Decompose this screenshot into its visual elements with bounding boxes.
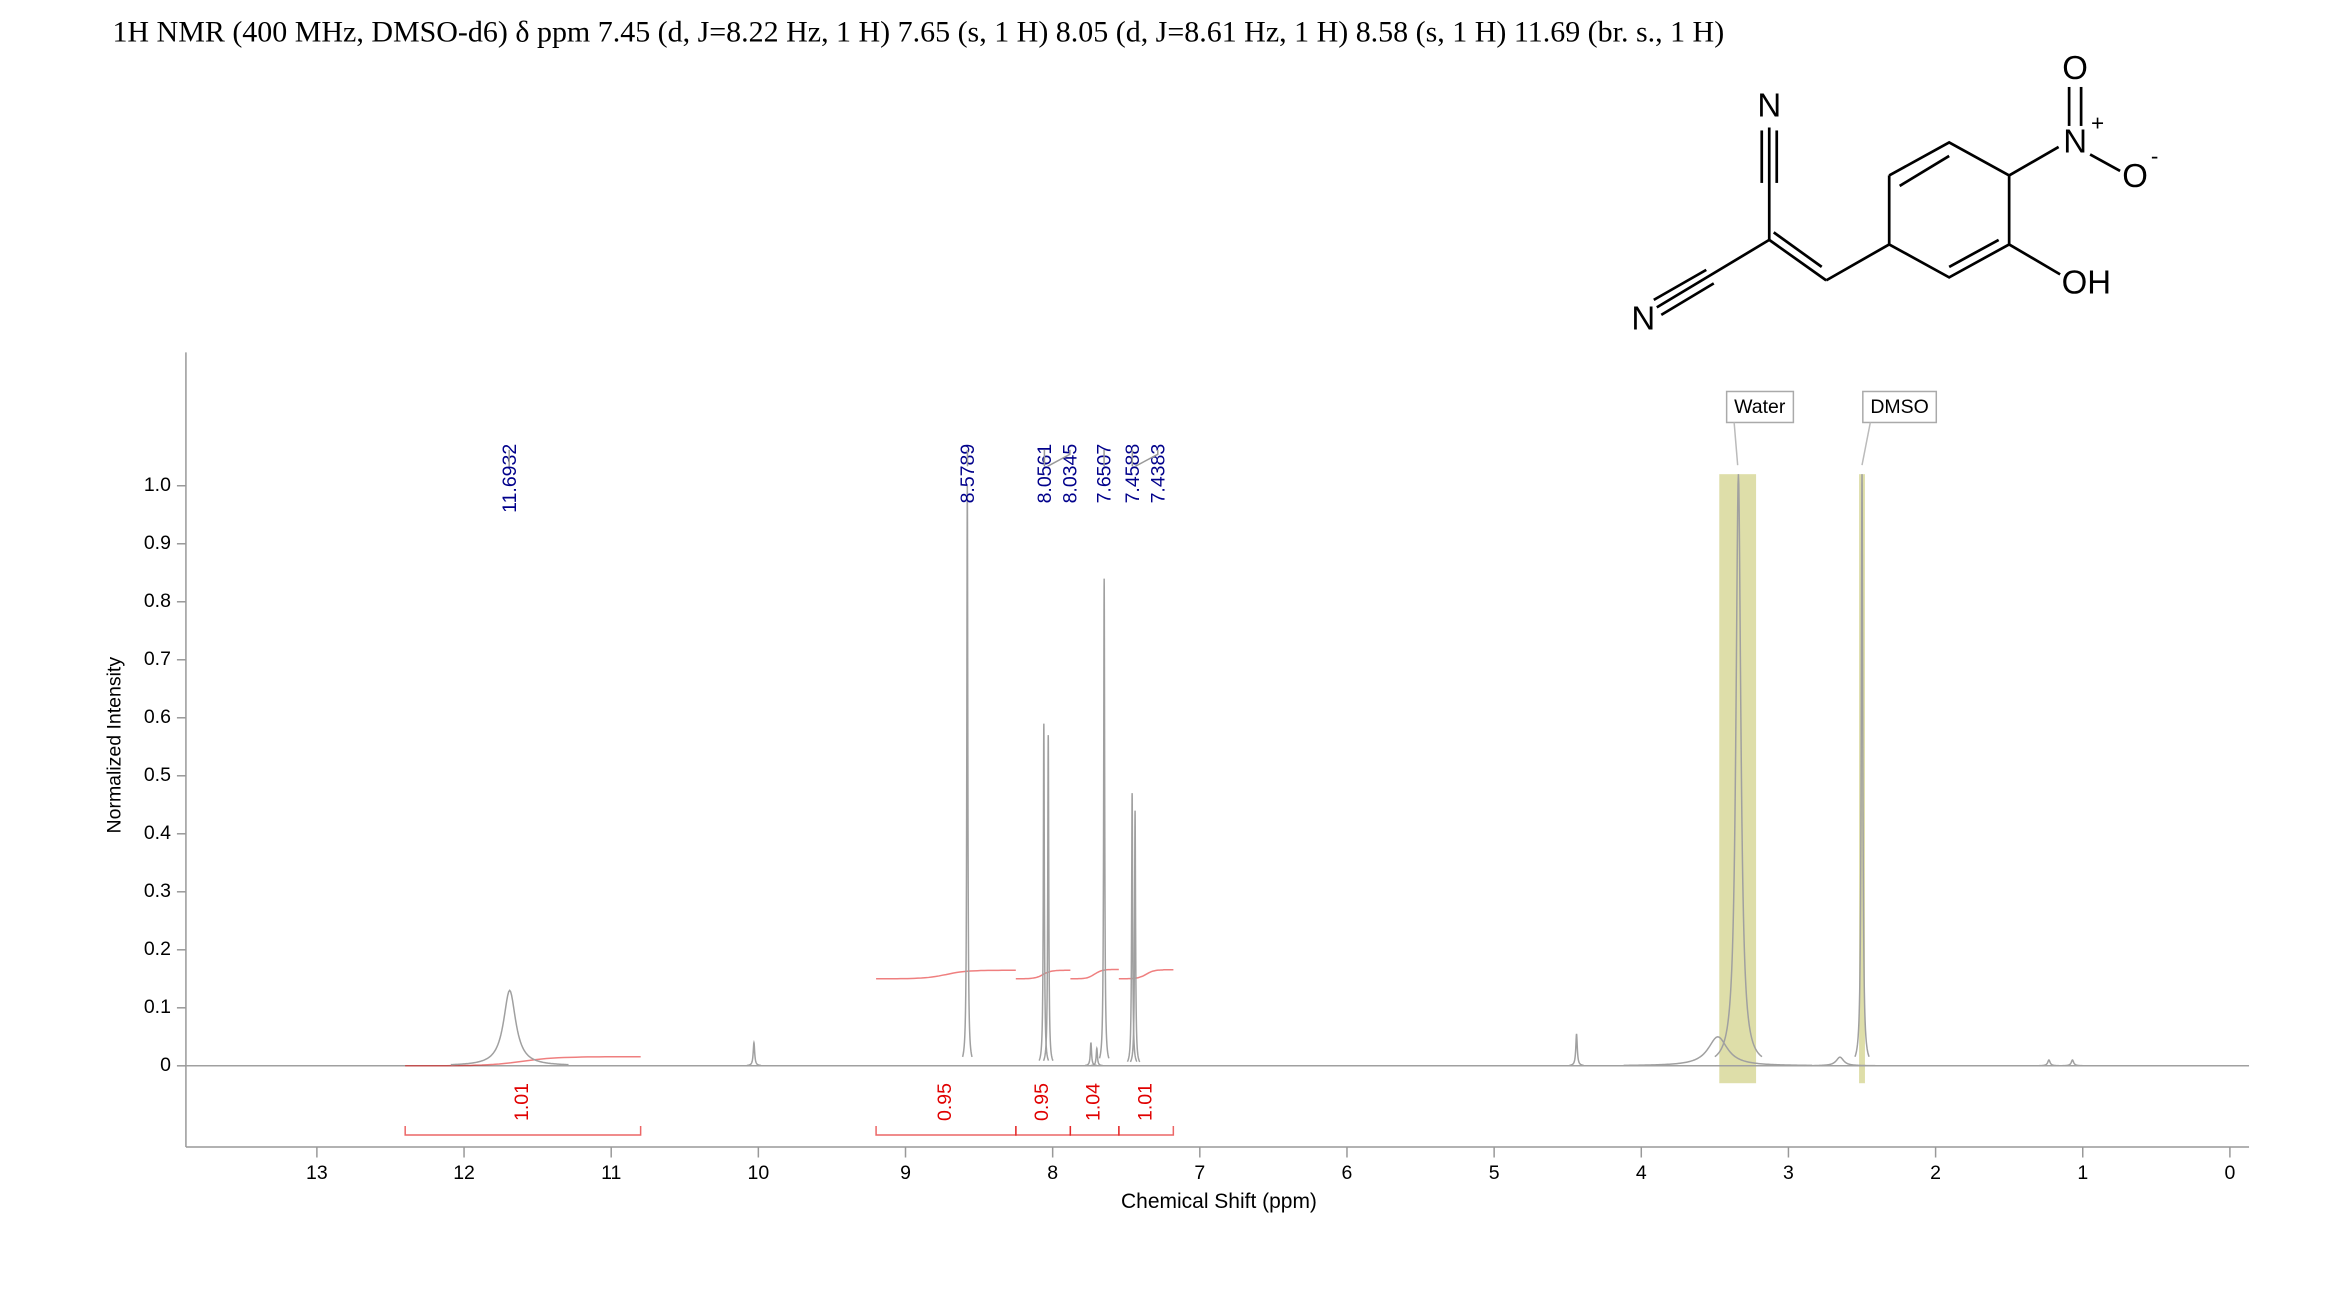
x-tick-label: 0 — [2224, 1162, 2235, 1184]
bond — [2089, 153, 2121, 173]
bond — [1656, 238, 1770, 309]
integral-bracket — [875, 1126, 1017, 1136]
peak — [2037, 1059, 2061, 1067]
bond — [1660, 282, 1715, 317]
bond — [1948, 238, 2000, 269]
y-tick-label: 0.4 — [144, 822, 171, 844]
integral-label: 0.95 — [1031, 1083, 1053, 1121]
x-tick-label: 13 — [306, 1162, 328, 1184]
x-tick-label: 11 — [601, 1162, 621, 1184]
region-label: DMSO — [1870, 396, 1928, 418]
peak — [1804, 1056, 1876, 1067]
peak — [746, 1039, 762, 1067]
y-tick-label: 0.1 — [144, 996, 171, 1018]
integral-label: 0.95 — [934, 1083, 956, 1121]
peak — [1038, 723, 1050, 1061]
peak — [961, 485, 973, 1058]
y-tick-label: 0.7 — [144, 648, 171, 670]
peak-label: 8.0345 — [1060, 444, 1082, 504]
region-connector — [1861, 422, 1872, 466]
bond — [2008, 145, 2060, 177]
x-tick-label: 10 — [748, 1162, 770, 1184]
y-tick-label: 0.3 — [144, 880, 171, 902]
region-label-box — [1862, 390, 1938, 424]
peak — [1714, 474, 1763, 1058]
x-tick-label: 6 — [1342, 1162, 1353, 1184]
integral-bracket — [1118, 1126, 1175, 1136]
x-tick-label: 12 — [453, 1162, 475, 1184]
peak — [2060, 1059, 2085, 1067]
atom: OH — [2062, 264, 2111, 301]
atom-labels: N N O N + O - OH — [1631, 49, 2158, 336]
y-tick-label: 0.2 — [144, 938, 171, 960]
charge: + — [2091, 110, 2104, 135]
region-label: Water — [1734, 396, 1786, 418]
integral-bracket — [1069, 1126, 1120, 1136]
x-tick-label: 2 — [1930, 1162, 1941, 1184]
x-tick-label: 4 — [1636, 1162, 1647, 1184]
peak — [1129, 810, 1141, 1063]
peak-label: 7.6507 — [1094, 444, 1116, 504]
integral-label: 1.01 — [1134, 1083, 1156, 1121]
peak — [1569, 1033, 1584, 1067]
x-tick-label: 1 — [2077, 1162, 2088, 1184]
region-label-box — [1725, 390, 1795, 424]
bond — [1653, 268, 1707, 302]
peak-connector — [1134, 449, 1159, 467]
x-tick-label: 9 — [900, 1162, 911, 1184]
bond — [1825, 243, 1890, 282]
y-tick-label: 0.8 — [144, 590, 171, 612]
charge: - — [2151, 143, 2159, 168]
peak — [1098, 578, 1110, 1059]
peak — [1854, 474, 1870, 1057]
y-tick-label: 1.0 — [144, 474, 171, 496]
y-tick-label: 0.5 — [144, 764, 171, 786]
chart-title: 1H NMR (400 MHz, DMSO-d6) δ ppm 7.45 (d,… — [112, 15, 1724, 48]
y-tick-label: 0.6 — [144, 706, 171, 728]
solvent-region — [1859, 474, 1865, 1084]
atom: N — [2063, 123, 2087, 160]
y-tick-label: 0.9 — [144, 532, 171, 554]
peak — [1084, 1042, 1097, 1067]
atom: O — [2062, 49, 2088, 86]
atom: O — [2122, 157, 2148, 194]
structure — [1653, 86, 2121, 317]
bond — [1898, 154, 1950, 188]
bond — [1772, 231, 1823, 268]
peak-label: 8.0561 — [1034, 444, 1056, 504]
ring — [1887, 140, 2011, 279]
peak — [1126, 793, 1138, 1063]
atom: N — [1757, 87, 1781, 124]
x-tick-label: 3 — [1783, 1162, 1794, 1184]
y-tick-label: 0 — [160, 1054, 171, 1076]
peak — [1623, 1036, 1812, 1067]
peak — [450, 989, 569, 1066]
region-connector — [1733, 422, 1739, 466]
peak-connector — [1047, 449, 1071, 467]
peak — [1090, 1045, 1103, 1067]
x-tick-label: 5 — [1489, 1162, 1500, 1184]
y-axis-label: Normalized Intensity — [104, 657, 126, 834]
peak-label: 11.6932 — [499, 444, 521, 513]
integral-bracket — [404, 1126, 642, 1136]
x-axis-label: Chemical Shift (ppm) — [1121, 1190, 1317, 1213]
atom: N — [1631, 300, 1655, 337]
x-tick-label: 7 — [1194, 1162, 1205, 1184]
integral-bracket — [1015, 1126, 1072, 1136]
peak-label: 7.4588 — [1122, 444, 1144, 504]
integral-curve — [405, 1056, 641, 1067]
integral-label: 1.01 — [511, 1083, 533, 1121]
peak — [1042, 735, 1054, 1062]
bond — [2008, 243, 2061, 276]
integral-curve — [1118, 969, 1174, 980]
peak-label: 7.4383 — [1147, 444, 1169, 504]
integral-label: 1.04 — [1083, 1083, 1105, 1121]
bond — [1768, 238, 1828, 282]
integral-curve — [876, 969, 1016, 980]
integral-curve — [1070, 968, 1119, 980]
x-tick-label: 8 — [1047, 1162, 1058, 1184]
peak-label: 8.5789 — [957, 444, 979, 504]
